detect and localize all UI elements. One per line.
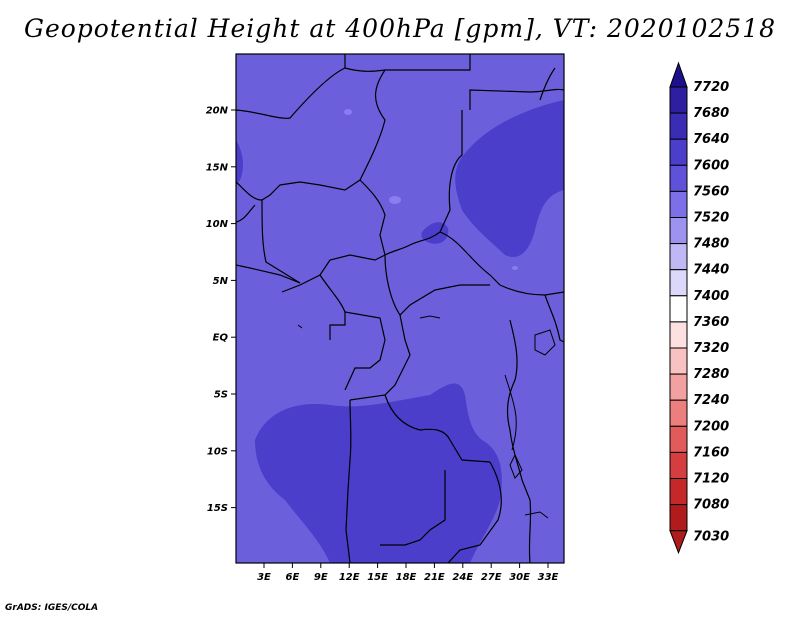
lat-tick-label: 15S bbox=[207, 503, 228, 514]
colorbar-top-arrow bbox=[669, 61, 688, 88]
colorbar-level-label: 7360 bbox=[693, 315, 729, 330]
colorbar-swatch bbox=[669, 504, 688, 532]
colorbar-level-label: 7680 bbox=[693, 106, 729, 121]
colorbar-level-label: 7240 bbox=[693, 393, 729, 408]
lon-tick-label: 18E bbox=[396, 572, 417, 583]
lon-tick-label: 21E bbox=[424, 572, 445, 583]
colorbar-level-label: 7720 bbox=[693, 80, 729, 95]
lat-tick-label: 10N bbox=[206, 219, 229, 230]
lat-tick-label: 5N bbox=[213, 276, 229, 287]
lat-tick-label: 10S bbox=[207, 446, 228, 457]
lon-tick-label: 6E bbox=[286, 572, 300, 583]
colorbar-level-label: 7480 bbox=[693, 237, 729, 252]
colorbar-swatch bbox=[669, 190, 688, 218]
grads-credit: GrADS: IGES/COLA bbox=[5, 603, 99, 613]
map-frame bbox=[235, 53, 565, 564]
colorbar-swatch bbox=[669, 425, 688, 453]
colorbar: 7720 7680 7640 7600 7560 7520 7480 7440 7400 7360… bbox=[669, 61, 729, 555]
lat-tick-label: EQ bbox=[213, 333, 229, 344]
colorbar-level-label: 7280 bbox=[693, 367, 729, 382]
colorbar-swatch bbox=[669, 217, 688, 245]
colorbar-level-label: 7640 bbox=[693, 132, 729, 147]
lat-tick-label: 20N bbox=[206, 106, 229, 117]
latitude-axis: 20N 15N 10N 5N EQ 5S 10S 15S bbox=[206, 106, 236, 514]
country-borders bbox=[236, 54, 564, 563]
lat-tick-label: 15N bbox=[206, 162, 229, 173]
lon-tick-label: 27E bbox=[481, 572, 502, 583]
colorbar-level-label: 7440 bbox=[693, 263, 729, 278]
colorbar-swatch bbox=[669, 478, 688, 506]
lake-outlines bbox=[297, 315, 556, 519]
lon-tick-label: 9E bbox=[314, 572, 328, 583]
map-title: Geopotential Height at 400hPa [gpm], VT:… bbox=[23, 14, 777, 43]
contour-region-south bbox=[255, 383, 502, 563]
colorbar-level-label: 7400 bbox=[693, 289, 729, 304]
colorbar-swatch bbox=[669, 373, 688, 401]
colorbar-level-label: 7320 bbox=[693, 341, 729, 356]
colorbar-swatch bbox=[669, 269, 688, 297]
colorbar-level-label: 7120 bbox=[693, 472, 729, 487]
contour-speckle bbox=[389, 196, 401, 204]
colorbar-swatch bbox=[669, 321, 688, 349]
colorbar-swatch bbox=[669, 86, 688, 114]
lon-tick-label: 12E bbox=[339, 572, 360, 583]
map-panel bbox=[236, 54, 564, 563]
colorbar-level-label: 7560 bbox=[693, 184, 729, 199]
colorbar-bottom-arrow bbox=[669, 530, 688, 555]
lon-tick-label: 15E bbox=[367, 572, 388, 583]
colorbar-level-label: 7160 bbox=[693, 445, 729, 460]
lon-tick-label: 3E bbox=[257, 572, 271, 583]
colorbar-swatch bbox=[669, 399, 688, 427]
colorbar-level-label: 7200 bbox=[693, 419, 729, 434]
colorbar-level-label: 7030 bbox=[693, 530, 729, 545]
colorbar-swatch bbox=[669, 138, 688, 166]
colorbar-swatch bbox=[669, 112, 688, 140]
contour-speckle bbox=[344, 109, 352, 115]
contour-region-west bbox=[236, 140, 243, 185]
colorbar-level-label: 7600 bbox=[693, 158, 729, 173]
lon-tick-label: 24E bbox=[452, 572, 473, 583]
lon-tick-label: 30E bbox=[509, 572, 530, 583]
colorbar-swatch bbox=[669, 347, 688, 375]
contour-speckle bbox=[512, 266, 518, 270]
colorbar-swatch bbox=[669, 243, 688, 271]
colorbar-swatch bbox=[669, 295, 688, 323]
colorbar-level-label: 7520 bbox=[693, 211, 729, 226]
contour-region-ne bbox=[455, 100, 564, 258]
longitude-axis: 3E 6E 9E 12E 15E 18E 21E 24E 27E 30E 33E bbox=[257, 563, 559, 583]
colorbar-swatch bbox=[669, 164, 688, 192]
colorbar-swatch bbox=[669, 451, 688, 479]
colorbar-level-label: 7080 bbox=[693, 498, 729, 513]
lon-tick-label: 33E bbox=[538, 572, 559, 583]
lat-tick-label: 5S bbox=[214, 390, 228, 401]
